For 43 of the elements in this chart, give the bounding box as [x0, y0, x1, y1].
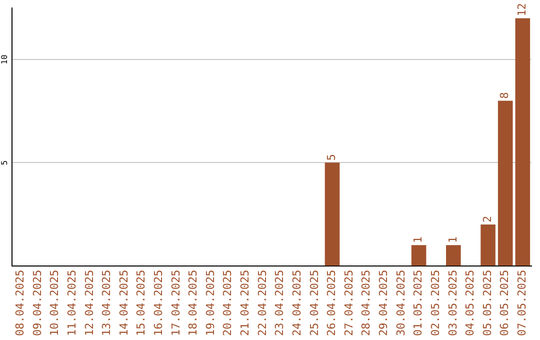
x-tick-label: 23.04.2025: [273, 270, 286, 336]
x-tick-label: 02.05.2025: [428, 270, 442, 336]
bar: [324, 162, 340, 266]
data-label: 1: [446, 236, 460, 244]
x-tick-label: 10.04.2025: [48, 270, 62, 336]
bar: [498, 100, 513, 266]
data-label: 12: [516, 3, 529, 16]
x-tick-label: 27.04.2025: [342, 270, 356, 336]
x-tick-label: 26.04.2025: [325, 270, 338, 336]
x-tick-label: 15.04.2025: [134, 270, 148, 336]
x-tick-label: 29.04.2025: [377, 270, 390, 336]
bar: [515, 18, 530, 266]
x-tick-label: 22.04.2025: [256, 270, 269, 336]
bar: [446, 245, 461, 266]
data-label: 1: [412, 236, 425, 244]
data-label: 2: [480, 216, 494, 223]
x-tick-label: 28.04.2025: [360, 270, 373, 336]
x-tick-label: 14.04.2025: [117, 270, 130, 336]
x-tick-label: 30.04.2025: [394, 270, 408, 336]
x-tick-label: 05.05.2025: [480, 270, 494, 336]
x-tick-label: 21.04.2025: [238, 270, 252, 336]
x-tick-label: 08.04.2025: [14, 270, 27, 336]
x-tick-label: 20.04.2025: [221, 270, 234, 336]
x-tick-label: 18.04.2025: [186, 270, 200, 336]
x-tick-label: 03.05.2025: [446, 270, 460, 336]
x-tick-label: 04.05.2025: [464, 270, 477, 336]
bar: [480, 224, 496, 266]
x-tick-label: 17.04.2025: [169, 270, 182, 336]
x-tick-label: 06.05.2025: [498, 270, 512, 336]
x-tick-label: 16.04.2025: [152, 270, 165, 336]
y-tick-label: 10: [0, 54, 10, 64]
x-tick-label: 01.05.2025: [412, 270, 425, 336]
data-label: 8: [498, 92, 512, 99]
x-tick-label: 12.04.2025: [82, 270, 96, 336]
x-tick-label: 13.04.2025: [100, 270, 114, 336]
bar: [411, 245, 426, 266]
x-tick-label: 25.04.2025: [308, 270, 321, 336]
x-tick-label: 24.04.2025: [290, 270, 304, 336]
x-tick-label: 19.04.2025: [204, 270, 217, 336]
x-tick-label: 09.04.2025: [30, 270, 44, 336]
data-label: 5: [325, 154, 338, 161]
x-tick-label: 11.04.2025: [65, 270, 78, 336]
x-tick-label: 07.05.2025: [516, 270, 529, 336]
